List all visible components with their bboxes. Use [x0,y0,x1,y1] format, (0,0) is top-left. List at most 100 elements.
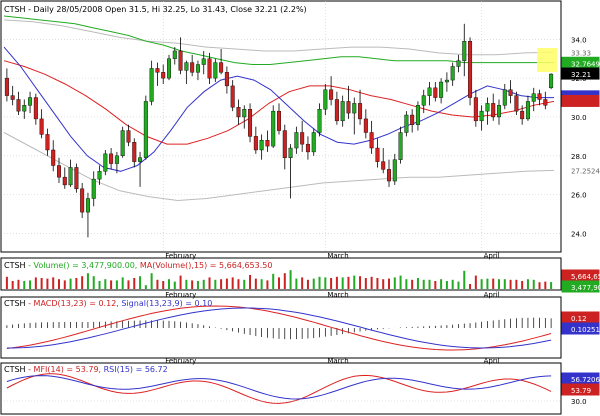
volume-bar [301,277,304,289]
mfi-value-box-bg [561,383,600,396]
candle-body [497,105,501,118]
candle-body [149,68,154,102]
candle-body [85,198,90,213]
price-value-box-text: 27.2524 [571,167,600,175]
volume-value-box-text: 5,664,653 [571,273,600,281]
mfi-value-box: 56.7206 [561,372,600,385]
candle-body [201,58,206,65]
volume-bar [492,278,495,289]
candle-body [329,89,334,100]
volume-bars [5,270,553,289]
volume-bar [52,277,55,289]
volume-bar [162,281,165,289]
volume-bar [480,279,483,289]
mfi-header-ticker: CTSH [4,365,26,374]
candle-body [340,101,345,122]
price-value-box-bg [562,164,599,176]
volume-bar [173,281,176,289]
candle-body [485,103,490,112]
macd-value-box-bg [561,322,600,335]
candle-body [520,110,525,120]
x-axis-label: February [165,252,196,260]
candle-body [97,171,102,180]
candle-body [514,95,519,112]
volume-bar [550,282,553,289]
candle-body [491,103,496,118]
candle-body [51,149,56,166]
macd-value-box: 0.102517 [561,322,600,335]
price-value-box-bg [561,67,600,80]
candle-body [433,87,438,98]
candle-body [10,95,15,100]
candle-body [410,114,415,125]
price-value-box [561,94,600,107]
candle-body [4,77,9,96]
volume-bar [341,277,344,289]
volume-bar [330,278,333,289]
candle-body [138,157,143,162]
candle-body [167,58,171,79]
price-value-box: 32.7649 [561,56,600,69]
volume-bar [451,279,454,289]
volume-bar [364,278,367,289]
volume-bar [266,280,269,289]
volume-panel: 5,664,653 3,477,90 CTSH - Volume() = 3,47… [0,257,600,293]
price-panel-frame [0,0,562,253]
candle-body [288,147,293,158]
volume-bar [382,279,385,289]
candle-body [305,143,310,153]
volume-bar [69,278,72,289]
volume-bar [278,277,280,289]
candle-body [387,169,391,182]
volume-bar [318,276,321,289]
rsi-line [6,375,552,400]
macd-lines [6,305,552,351]
candle-body [161,72,166,79]
volume-header-ticker: CTSH [4,261,26,270]
candle-body [404,114,409,133]
candle-body [462,41,467,61]
candle-body [300,132,305,145]
candle-body [109,153,114,164]
volume-bar [243,279,246,289]
volume-bar [220,279,223,289]
candle-body [103,153,108,172]
candle-body [22,105,27,112]
mfi-value-box: 53.79 [561,383,600,396]
volume-bar [104,279,107,289]
candle-body [143,101,148,158]
price-y-tick-label: 26.0 [571,192,587,200]
volume-bar [503,279,506,289]
candle-body [219,62,224,73]
volume-bar [312,278,315,289]
close-highlight [537,48,557,72]
candle-body [363,118,368,133]
candle-body [282,130,287,158]
candle-body [392,159,397,182]
volume-bar [92,276,95,289]
volume-bar [445,281,448,289]
volume-bar [81,276,84,289]
volume-bar [260,279,263,289]
volume-bar [370,276,373,289]
price-panel: 34.032.030.028.026.024.0 33.3332.764932.… [0,0,600,253]
volume-bar [5,276,8,289]
price-value-box-text: 33.33 [571,49,591,57]
volume-bar [544,281,547,289]
volume-bar [202,279,205,289]
green-moving-average-line [3,15,554,65]
candle-body [317,108,322,133]
candle-body [421,95,426,106]
volume-bar [469,284,472,289]
candle-body [294,132,299,149]
volume-bar [272,273,275,289]
price-value-box-bg [562,46,599,58]
candle-body [45,134,50,151]
candle-body [444,79,449,83]
x-axis-label: April [484,252,500,260]
candle-body [508,89,513,96]
price-value-box: 27.2524 [562,164,600,176]
volume-bar [144,285,147,289]
volume-bar [289,270,292,289]
